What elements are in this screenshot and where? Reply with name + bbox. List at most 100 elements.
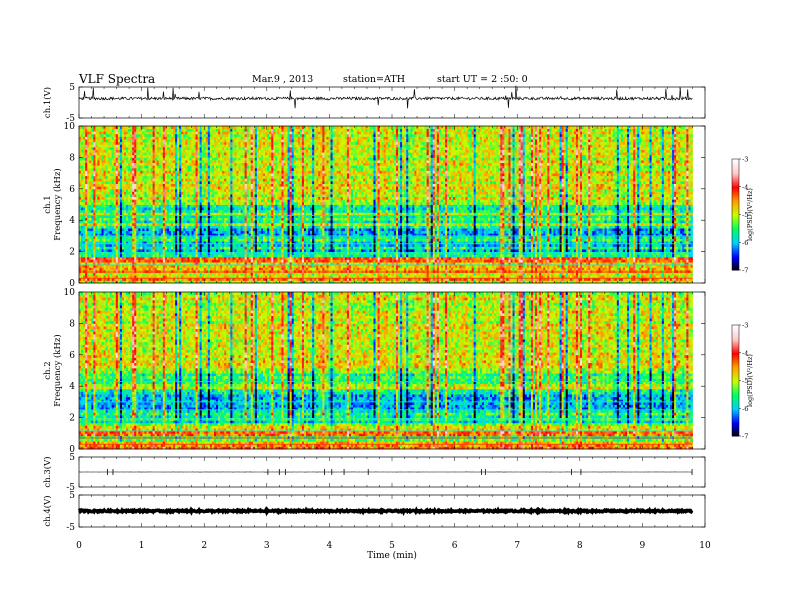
spectrogram-cell <box>105 267 109 271</box>
spectrogram-cell <box>203 277 207 281</box>
spectrogram-cell <box>375 267 378 271</box>
spectrogram-cell <box>565 269 569 273</box>
spectrogram-cell <box>322 262 325 266</box>
spectrogram-cell <box>604 267 607 271</box>
spectrogram-cell <box>485 272 489 276</box>
spectrogram-cell <box>97 272 100 276</box>
spectrogram-cell <box>171 262 174 266</box>
spectrogram-cell <box>320 264 323 268</box>
spectrogram-cell <box>494 259 497 263</box>
spectrogram-cell <box>657 275 661 279</box>
spectrogram-cell <box>684 269 687 273</box>
spectrogram-cell <box>469 277 473 281</box>
spectrogram-cell <box>418 280 421 284</box>
spectrogram-cell <box>418 272 421 276</box>
spectrogram-cell <box>316 264 319 268</box>
spectrogram-cell <box>136 269 139 273</box>
spectrogram-cell <box>639 269 642 273</box>
spectrogram-cell <box>481 259 485 263</box>
spectrogram-cell <box>242 259 246 263</box>
spectrogram-cell <box>682 264 685 268</box>
spectrogram-cell <box>369 277 372 281</box>
spectrogram-cell <box>91 267 94 271</box>
spectrogram-cell <box>618 262 622 266</box>
spectrogram-cell <box>506 267 509 271</box>
spectrogram-cell <box>232 280 235 284</box>
spectrogram-cell <box>582 259 585 263</box>
spectrogram-cell <box>535 269 538 273</box>
spectrogram-cell <box>555 262 558 266</box>
spectrogram-cell <box>263 262 266 266</box>
spectrogram-cell <box>87 256 90 260</box>
spectrogram-cell <box>123 269 127 273</box>
spectrogram-cell <box>359 275 362 279</box>
spectrogram-cell <box>361 269 364 273</box>
spectrogram-cell <box>187 272 190 276</box>
spectrogram-cell <box>328 264 331 268</box>
spectrogram-cell <box>228 272 231 276</box>
spectrogram-cell <box>447 262 450 266</box>
spectrogram-cell <box>385 264 389 268</box>
spectrogram-cell <box>216 259 219 263</box>
spectrogram-cell <box>610 275 614 279</box>
spectrogram-cell <box>128 262 131 266</box>
spectrogram-cell <box>622 277 626 281</box>
spectrogram-cell <box>451 277 454 281</box>
spectrogram-cell <box>340 275 344 279</box>
spectrogram-cell <box>263 259 266 263</box>
spectrogram-cell <box>502 259 505 263</box>
spectrogram-cell <box>346 267 350 271</box>
spectrogram-cell <box>537 280 540 284</box>
spectrogram-cell <box>479 269 483 273</box>
spectrogram-cell <box>383 267 387 271</box>
spectrogram-cell <box>575 262 579 266</box>
spectrogram-cell <box>604 264 607 268</box>
spectrogram-cell <box>371 262 374 266</box>
spectrogram-cell <box>461 269 464 273</box>
spectrogram-cell <box>494 280 497 284</box>
spectrogram-cell <box>385 259 389 263</box>
spectrogram-cell <box>512 259 515 263</box>
spectrogram-cell <box>254 259 258 263</box>
spectrogram-cell <box>338 259 342 263</box>
spectrogram-cell <box>83 267 86 271</box>
spectrogram-cell <box>518 267 522 271</box>
spectrogram-cell <box>154 275 158 279</box>
spectrogram-cell <box>430 264 434 268</box>
spectrogram-cell <box>350 275 354 279</box>
spectrogram-cell <box>516 264 520 268</box>
spectrogram-cell <box>639 277 642 281</box>
spectrogram-cell <box>688 275 691 279</box>
spectrogram-cell <box>234 267 237 271</box>
spectrogram-cell <box>209 280 213 284</box>
spectrogram-cell <box>183 280 186 284</box>
spectrogram-cell <box>185 267 188 271</box>
spectrogram-cell <box>455 264 458 268</box>
spectrogram-cell <box>604 272 607 276</box>
spectrogram-cell <box>177 275 180 279</box>
spectrogram-cell <box>160 269 164 273</box>
spectrogram-cell <box>152 280 156 284</box>
spectrogram-cell <box>555 275 558 279</box>
spectrogram-cell <box>324 280 327 284</box>
spectrogram-cell <box>375 259 378 263</box>
spectrogram-cell <box>322 267 325 271</box>
spectrogram-cell <box>305 259 309 263</box>
spectrogram-cell <box>103 262 106 266</box>
spectrogram-cell <box>166 264 170 268</box>
spectrogram-cell <box>97 267 100 271</box>
spectrogram-cell <box>267 269 270 273</box>
spectrogram-cell <box>463 267 466 271</box>
spectrogram-cell <box>549 267 552 271</box>
spectrogram-cell <box>263 280 266 284</box>
spectrogram-cell <box>551 272 554 276</box>
spectrogram-cell <box>639 280 642 284</box>
spectrogram-cell <box>434 267 438 271</box>
spectrogram-cell <box>512 272 515 276</box>
spectrogram-cell <box>639 259 642 263</box>
spectrogram-cell <box>367 267 370 271</box>
spectrogram-cell <box>365 280 368 284</box>
spectrogram-cell <box>436 259 440 263</box>
spectrogram-cell <box>516 272 520 276</box>
spectrogram-cell <box>285 272 288 276</box>
